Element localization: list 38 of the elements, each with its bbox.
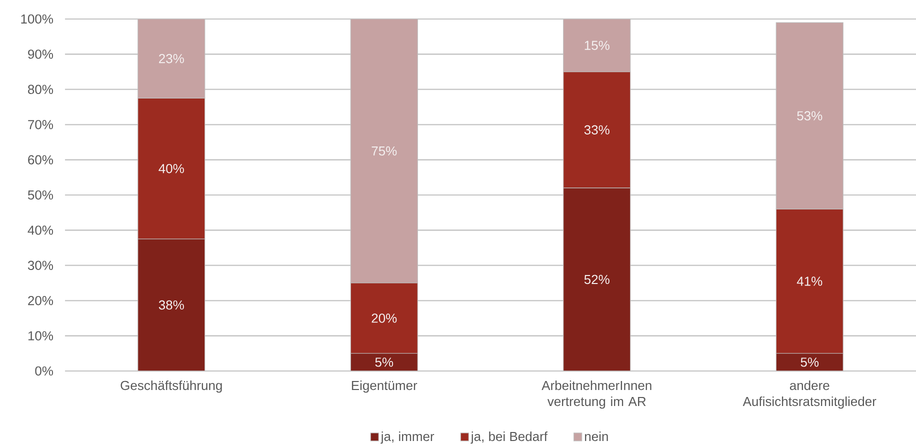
data-label: 52% [584, 274, 610, 284]
legend-label: ja, bei Bedarf [470, 432, 548, 444]
y-tick-label: 40% [28, 226, 54, 235]
y-tick-label: 50% [28, 190, 54, 200]
bar [138, 238, 206, 371]
x-tick-label: Geschäftsführung [120, 380, 222, 393]
data-label: 53% [797, 111, 822, 120]
bar [350, 353, 418, 371]
y-tick-label: 60% [28, 155, 54, 164]
bar [350, 18, 418, 284]
bar [563, 18, 631, 72]
data-label: 40% [158, 164, 184, 174]
data-label: 20% [372, 314, 397, 323]
x-tick-label: ArbeitnehmerInnen vertretung im AR [542, 380, 652, 409]
bar [138, 18, 206, 98]
legend-label: nein [584, 432, 608, 442]
y-tick-label: 0% [35, 366, 54, 376]
bar [563, 188, 631, 371]
x-tick-label: andere Aufisichtsratsmitglieder [742, 380, 876, 409]
data-label: 41% [796, 276, 822, 286]
y-tick-label: 80% [28, 84, 54, 94]
y-tick-label: 70% [28, 120, 54, 130]
data-label: 5% [375, 358, 394, 367]
y-tick-label: 30% [28, 260, 54, 270]
bar [776, 353, 844, 371]
data-label: 23% [159, 54, 184, 64]
bar [776, 22, 844, 210]
y-tick-label: 90% [28, 50, 54, 59]
x-tick-label: Eigentümer [352, 380, 418, 393]
data-label: 33% [584, 125, 610, 134]
y-tick-label: 20% [28, 296, 54, 306]
data-label: 5% [800, 358, 819, 367]
data-label: 15% [584, 40, 610, 50]
legend-label: ja, immer [380, 432, 434, 444]
y-tick-label: 10% [28, 331, 54, 340]
data-label: 38% [158, 300, 184, 310]
y-tick-label: 100% [21, 14, 54, 24]
data-label: 75% [372, 146, 397, 156]
